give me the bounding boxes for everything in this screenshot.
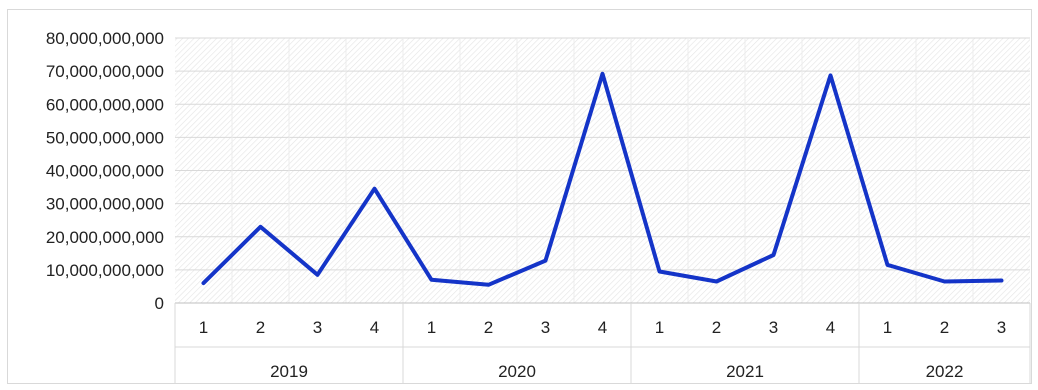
data-point — [202, 281, 205, 285]
y-tick-label: 20,000,000,000 — [46, 228, 164, 247]
year-group-label: 2021 — [726, 362, 764, 381]
data-point — [772, 253, 775, 257]
data-point — [601, 72, 604, 76]
category-tick-label: 2 — [484, 318, 493, 337]
data-point — [715, 279, 718, 283]
y-axis-tick-labels: 0 10,000,000,000 20,000,000,000 30,000,000,… — [46, 29, 164, 313]
category-tick-label: 1 — [199, 318, 208, 337]
y-tick-label: 50,000,000,000 — [46, 128, 164, 147]
data-point — [658, 270, 661, 274]
data-point — [544, 259, 547, 263]
year-group-label: 2022 — [926, 362, 964, 381]
category-tick-label: 1 — [883, 318, 892, 337]
y-tick-label: 40,000,000,000 — [46, 162, 164, 181]
y-tick-label: 60,000,000,000 — [46, 95, 164, 114]
data-point — [430, 278, 433, 282]
y-tick-label: 70,000,000,000 — [46, 62, 164, 81]
category-tick-label: 2 — [940, 318, 949, 337]
category-tick-label: 1 — [427, 318, 436, 337]
year-group-label: 2019 — [270, 362, 308, 381]
category-tick-label: 3 — [997, 318, 1006, 337]
category-tick-label: 1 — [655, 318, 664, 337]
y-tick-label: 30,000,000,000 — [46, 195, 164, 214]
data-point — [259, 225, 262, 229]
data-point — [943, 279, 946, 283]
category-tick-label: 3 — [541, 318, 550, 337]
data-point — [373, 187, 376, 191]
data-point — [829, 73, 832, 77]
series-layer — [201, 71, 1004, 287]
category-axis: 1 2 3 4 1 2 3 4 1 2 3 4 1 2 3 2019 2020 2021 2022 — [174, 302, 1031, 383]
y-tick-label: 80,000,000,000 — [46, 29, 164, 48]
y-tick-label: 10,000,000,000 — [46, 261, 164, 280]
category-tick-label: 2 — [256, 318, 265, 337]
chart-border — [7, 9, 1032, 384]
category-tick-label: 3 — [313, 318, 322, 337]
category-tick-label: 3 — [769, 318, 778, 337]
year-group-label: 2020 — [498, 362, 536, 381]
data-point — [1000, 278, 1003, 282]
data-point — [487, 283, 490, 287]
y-tick-label: 0 — [155, 294, 164, 313]
data-point — [316, 273, 319, 277]
data-point — [886, 263, 889, 267]
category-tick-label: 4 — [370, 318, 379, 337]
category-tick-label: 4 — [598, 318, 607, 337]
category-tick-label: 2 — [712, 318, 721, 337]
category-tick-label: 4 — [826, 318, 835, 337]
